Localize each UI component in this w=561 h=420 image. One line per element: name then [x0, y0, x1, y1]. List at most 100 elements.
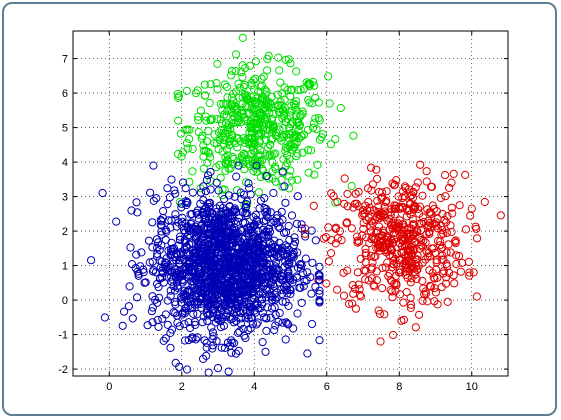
- scatter-point: [204, 202, 213, 212]
- scatter-point: [206, 185, 215, 194]
- scatter-point: [242, 91, 251, 100]
- scatter-point: [387, 277, 396, 286]
- scatter-point: [387, 263, 396, 272]
- scatter-point: [212, 291, 221, 300]
- scatter-point: [403, 245, 412, 254]
- scatter-point: [373, 227, 382, 236]
- scatter-point: [406, 303, 415, 312]
- scatter-point: [359, 224, 368, 233]
- scatter-point: [252, 280, 261, 289]
- scatter-point: [331, 223, 341, 232]
- scatter-point: [358, 231, 367, 240]
- scatter-point: [433, 236, 443, 246]
- scatter-point: [260, 85, 269, 94]
- scatter-point: [278, 89, 287, 98]
- scatter-point: [253, 247, 262, 256]
- scatter-point: [127, 206, 136, 215]
- scatter-point: [262, 171, 271, 181]
- scatter-point: [307, 289, 316, 298]
- scatter-point: [260, 194, 269, 203]
- scatter-point: [301, 232, 310, 241]
- scatter-point: [369, 206, 378, 215]
- scatter-point: [253, 241, 262, 250]
- scatter-point: [436, 193, 445, 203]
- scatter-point: [255, 204, 264, 213]
- scatter-point: [420, 290, 429, 299]
- scatter-point: [178, 278, 187, 287]
- scatter-point: [188, 223, 197, 232]
- scatter-point: [264, 266, 273, 275]
- scatter-point: [367, 186, 376, 195]
- scatter-point: [297, 132, 306, 141]
- scatter-point: [271, 321, 280, 330]
- scatter-point: [149, 161, 158, 170]
- scatter-point: [395, 256, 404, 265]
- scatter-point: [390, 210, 399, 219]
- scatter-point: [270, 162, 280, 171]
- scatter-point: [215, 136, 224, 145]
- scatter-point: [292, 97, 301, 106]
- scatter-point: [392, 279, 401, 288]
- scatter-point: [413, 178, 422, 187]
- scatter-point: [132, 198, 141, 207]
- scatter-point: [399, 298, 408, 307]
- scatter-point: [389, 330, 398, 340]
- scatter-point: [219, 99, 228, 108]
- scatter-point: [205, 215, 214, 224]
- scatter-point: [287, 101, 296, 111]
- scatter-point: [296, 110, 305, 120]
- scatter-point: [207, 114, 216, 123]
- scatter-point: [383, 258, 392, 267]
- scatter-point: [321, 233, 331, 242]
- scatter-point: [283, 319, 292, 328]
- scatter-point: [456, 267, 465, 276]
- scatter-point: [212, 178, 221, 187]
- scatter-point: [425, 281, 435, 290]
- y-tick-label: -2: [58, 364, 68, 376]
- scatter-point: [152, 194, 161, 203]
- scatter-point: [166, 328, 175, 337]
- scatter-point: [324, 72, 333, 81]
- scatter-point: [286, 59, 295, 68]
- scatter-point: [291, 237, 300, 246]
- scatter-point: [147, 307, 156, 316]
- y-tick-label: 2: [62, 226, 68, 238]
- scatter-point: [148, 318, 157, 327]
- scatter-point: [274, 116, 283, 125]
- scatter-point: [446, 248, 455, 257]
- scatter-point: [276, 97, 285, 106]
- scatter-point: [153, 249, 162, 258]
- scatter-point: [265, 120, 274, 129]
- scatter-point: [435, 241, 445, 250]
- scatter-point: [465, 271, 474, 280]
- scatter-point: [194, 266, 204, 275]
- scatter-point: [297, 298, 306, 307]
- scatter-point: [87, 256, 96, 265]
- scatter-point: [255, 137, 264, 146]
- scatter-point: [293, 192, 302, 201]
- scatter-point: [201, 187, 210, 196]
- scatter-point: [158, 273, 167, 282]
- scatter-point: [177, 298, 186, 307]
- scatter-point: [277, 285, 286, 294]
- scatter-point: [202, 224, 211, 233]
- scatter-point: [261, 103, 270, 113]
- scatter-point: [183, 365, 192, 374]
- scatter-point: [126, 243, 135, 252]
- scatter-point: [282, 286, 292, 295]
- scatter-point: [198, 131, 207, 140]
- scatter-point: [310, 170, 319, 179]
- scatter-point: [213, 59, 222, 69]
- scatter-point: [298, 148, 307, 157]
- scatter-point: [165, 193, 174, 202]
- scatter-point: [325, 99, 334, 108]
- scatter-point: [215, 270, 224, 279]
- scatter-point: [314, 270, 323, 279]
- scatter-point: [139, 265, 148, 274]
- scatter-point: [217, 119, 227, 128]
- scatter-point: [204, 368, 213, 377]
- scatter-point: [188, 144, 197, 154]
- scatter-point: [285, 154, 294, 164]
- scatter-point: [186, 323, 195, 333]
